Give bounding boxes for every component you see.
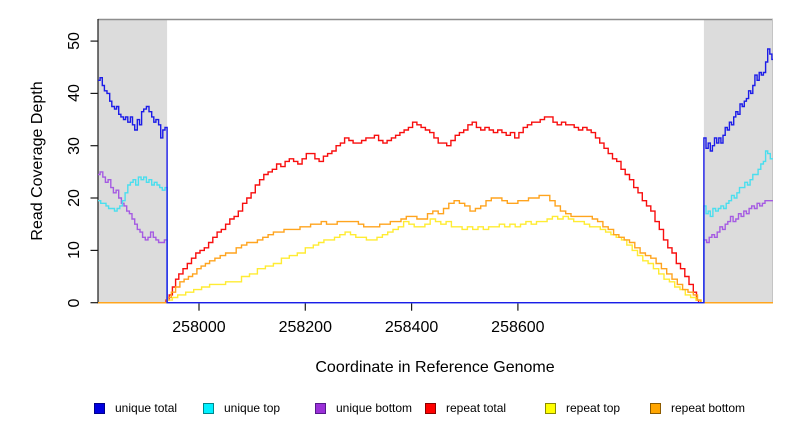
y-tick-label: 50 [66, 32, 83, 50]
legend-swatch-repeat-total [425, 402, 436, 414]
legend-label: repeat top [566, 401, 621, 415]
y-tick-label: 30 [66, 136, 83, 155]
legend-label: unique top [224, 401, 281, 415]
series-repeat-bottom [98, 194, 773, 304]
legend-item-unique-total: unique total [94, 401, 177, 415]
legend-item-unique-bottom: unique bottom [315, 401, 412, 415]
x-tick-label: 258200 [278, 319, 332, 336]
legend-item-repeat-bottom: repeat bottom [650, 401, 745, 415]
x-tick-label: 258600 [491, 319, 545, 336]
legend-label: unique total [115, 401, 178, 415]
y-tick-label: 0 [66, 298, 83, 308]
legend-item-unique-top: unique top [203, 401, 280, 415]
series-repeat-top [98, 215, 773, 304]
legend-item-repeat-total: repeat total [425, 401, 506, 415]
legend-swatch-repeat-bottom [650, 402, 661, 414]
legend-swatch-repeat-top [545, 402, 556, 414]
legend: unique total unique top unique bottom re… [0, 398, 792, 420]
x-axis-title: Coordinate in Reference Genome [315, 359, 555, 376]
legend-swatch-unique-total [94, 402, 105, 414]
legend-label: repeat bottom [671, 401, 746, 415]
legend-label: unique bottom [336, 401, 413, 415]
y-tick-label: 20 [66, 189, 83, 207]
x-tick-label: 258000 [172, 319, 226, 336]
series-unique-total [98, 48, 773, 304]
series-unique-bottom [98, 171, 773, 304]
legend-swatch-unique-top [203, 402, 214, 414]
legend-label: repeat total [446, 401, 507, 415]
shaded-region [98, 19, 168, 304]
y-tick-label: 40 [66, 84, 83, 103]
y-tick-label: 10 [66, 241, 83, 260]
legend-swatch-unique-bottom [315, 402, 326, 414]
series-unique-top [98, 150, 773, 304]
x-tick-label: 258400 [384, 319, 439, 336]
y-axis-title: Read Coverage Depth [29, 81, 46, 241]
shaded-region [703, 19, 773, 304]
legend-item-repeat-top: repeat top [545, 401, 620, 415]
series-repeat-total [98, 116, 773, 304]
